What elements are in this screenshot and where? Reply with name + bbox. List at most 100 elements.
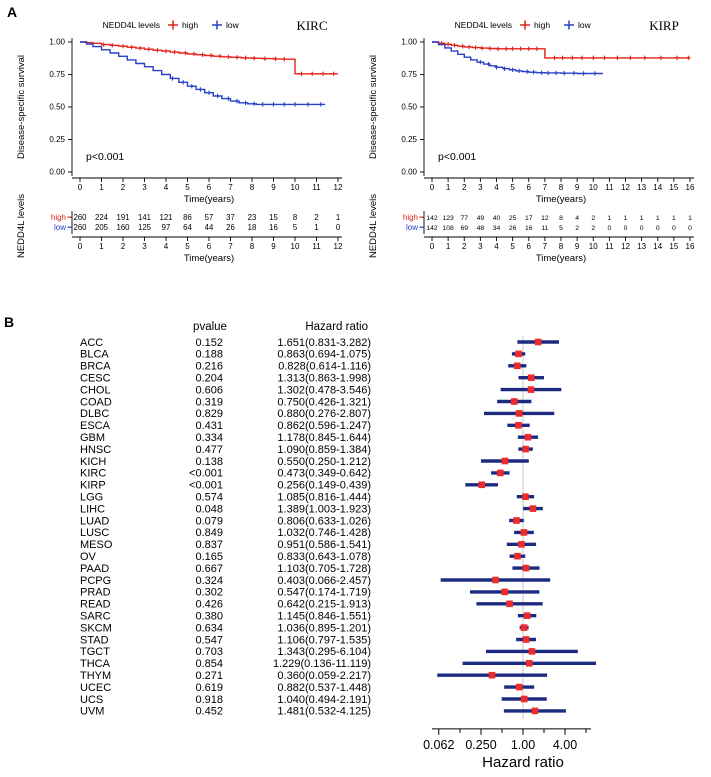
svg-text:0.152: 0.152 [195,337,223,349]
svg-text:0.079: 0.079 [195,515,223,527]
km-legend-item-high: high [168,20,198,30]
svg-text:160: 160 [116,223,130,232]
km-y-axis: 0.00 0.25 0.50 0.75 1.00 [401,38,425,177]
svg-text:0.918: 0.918 [195,694,223,706]
forest-row-SKCM: SKCM 0.634 1.036(0.895-1.201) [80,622,529,634]
svg-text:34: 34 [493,225,501,232]
svg-text:PCPG: PCPG [80,575,111,587]
svg-text:18: 18 [248,223,257,232]
forest-row-BLCA: BLCA 0.188 0.863(0.694-1.075) [80,349,526,361]
svg-text:GBM: GBM [80,432,105,444]
svg-text:97: 97 [162,223,171,232]
svg-text:11: 11 [312,183,321,192]
svg-text:BLCA: BLCA [80,349,109,361]
svg-text:UCS: UCS [80,694,103,706]
svg-text:7: 7 [228,183,233,192]
svg-text:260: 260 [73,223,87,232]
svg-text:0.477: 0.477 [195,444,223,456]
svg-text:0: 0 [430,183,435,192]
km-pvalue: p<0.001 [438,151,476,163]
svg-text:2: 2 [121,242,126,251]
svg-text:8: 8 [250,183,255,192]
svg-text:8: 8 [559,183,564,192]
svg-text:0.547(0.174-1.719): 0.547(0.174-1.719) [277,587,371,599]
svg-text:0.642(0.215-1.913): 0.642(0.215-1.913) [277,599,371,611]
svg-text:3: 3 [142,183,147,192]
svg-text:44: 44 [205,223,214,232]
km-legend-title: NEDD4L levels [103,20,160,30]
svg-text:1.481(0.532-4.125): 1.481(0.532-4.125) [277,706,371,718]
svg-text:0.216: 0.216 [195,361,223,373]
risk-y-label: NEDD4L levels [368,194,379,258]
svg-text:1.389(1.003-1.923): 1.389(1.003-1.923) [277,503,371,515]
svg-text:15: 15 [269,213,278,222]
km-censors-low [478,59,598,76]
svg-text:0.75: 0.75 [401,70,417,79]
svg-text:0.849: 0.849 [195,527,223,539]
km-censors-low [170,76,323,107]
risk-x-label: Time(years) [184,253,234,264]
svg-text:0.25: 0.25 [49,135,65,144]
risk-y-label: NEDD4L levels [16,194,27,258]
svg-text:1: 1 [446,242,451,251]
svg-text:2: 2 [314,213,318,222]
km-curve-high [432,41,690,59]
svg-text:1.106(0.797-1.535): 1.106(0.797-1.535) [277,634,371,646]
svg-text:0.431: 0.431 [195,420,223,432]
svg-text:<0.001: <0.001 [189,468,223,480]
km-censors-high [101,42,336,77]
svg-text:THCA: THCA [80,658,111,670]
forest-row-GBM: GBM 0.334 1.178(0.845-1.644) [80,432,539,444]
svg-text:1: 1 [99,183,104,192]
svg-text:0.550(0.250-1.212): 0.550(0.250-1.212) [277,456,371,468]
svg-text:0.75: 0.75 [49,70,65,79]
km-legend-item-low: low [212,20,240,30]
svg-text:1.040(0.494-2.191): 1.040(0.494-2.191) [277,694,371,706]
forest-plot: pvalue Hazard ratio ACC 0.152 1.651(0.831-3.… [80,321,596,771]
svg-text:0: 0 [336,223,341,232]
svg-text:7: 7 [228,242,233,251]
svg-text:64: 64 [183,223,192,232]
svg-text:11: 11 [541,225,548,232]
svg-text:1: 1 [446,183,451,192]
svg-text:260: 260 [73,213,87,222]
svg-text:9: 9 [271,183,276,192]
svg-text:0.750(0.426-1.321): 0.750(0.426-1.321) [277,396,371,408]
forest-row-SARC: SARC 0.380 1.145(0.846-1.551) [80,611,537,623]
svg-text:142: 142 [426,215,438,222]
svg-text:16: 16 [686,183,695,192]
svg-text:10: 10 [589,242,598,251]
svg-text:1.302(0.478-3.546): 1.302(0.478-3.546) [277,384,371,396]
km-censors-high [439,41,691,61]
svg-text:ESCA: ESCA [80,420,111,432]
svg-text:0.25: 0.25 [401,135,417,144]
svg-text:125: 125 [138,223,152,232]
svg-text:12: 12 [334,183,343,192]
km-plot-kirp: NEDD4L levels high low KIRP0.000.250.500.75… [368,18,695,264]
svg-text:142: 142 [426,225,438,232]
forest-row-LUSC: LUSC 0.849 1.032(0.746-1.428) [80,527,534,539]
svg-text:1.00: 1.00 [401,38,417,47]
svg-text:0.606: 0.606 [195,384,223,396]
svg-text:48: 48 [477,225,485,232]
svg-text:0.138: 0.138 [195,456,223,468]
svg-text:0.256(0.149-0.439): 0.256(0.149-0.439) [277,480,371,492]
svg-text:BRCA: BRCA [80,361,111,373]
svg-text:5: 5 [510,183,515,192]
svg-text:4: 4 [164,242,169,251]
svg-text:1.145(0.846-1.551): 1.145(0.846-1.551) [277,611,371,623]
svg-text:5: 5 [559,225,563,232]
forest-row-LIHC: LIHC 0.048 1.389(1.003-1.923) [80,503,543,515]
svg-text:DLBC: DLBC [80,408,109,420]
svg-text:LIHC: LIHC [80,503,105,515]
svg-text:123: 123 [442,215,454,222]
svg-text:14: 14 [653,242,662,251]
forest-row-BRCA: BRCA 0.216 0.828(0.614-1.116) [80,361,527,373]
svg-text:1: 1 [99,242,104,251]
svg-text:2: 2 [462,242,467,251]
forest-row-STAD: STAD 0.547 1.106(0.797-1.535) [80,634,536,646]
svg-text:40: 40 [493,215,501,222]
svg-text:5: 5 [510,242,515,251]
